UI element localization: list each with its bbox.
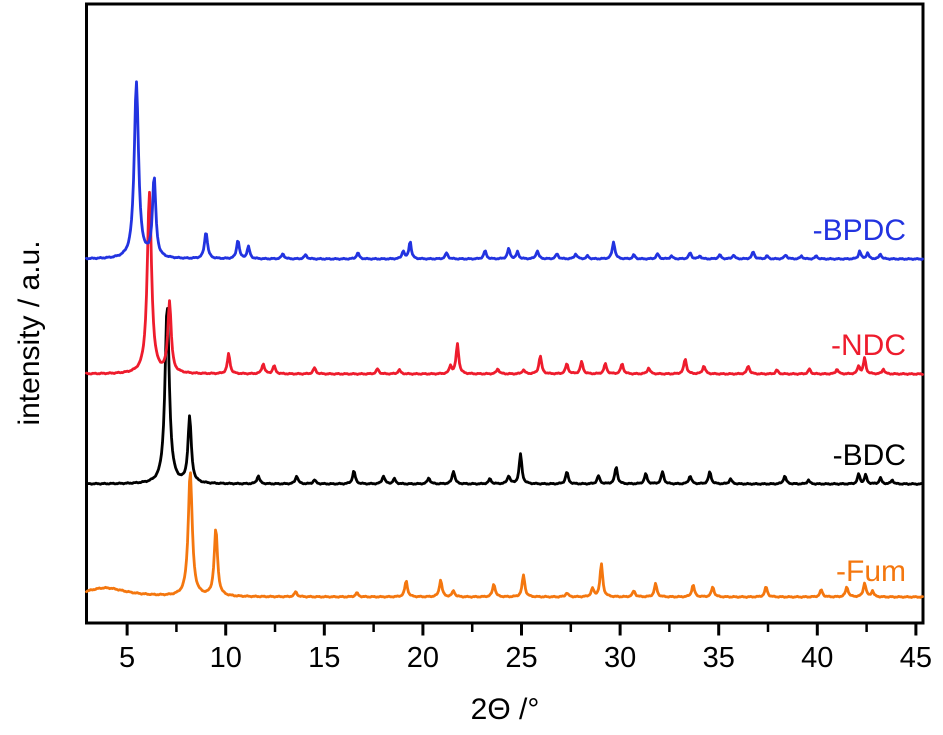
x-tick-label: 35 xyxy=(703,642,735,674)
x-tick-label: 40 xyxy=(801,642,833,674)
trace-ndc xyxy=(85,190,924,376)
x-tick-label: 45 xyxy=(900,642,932,674)
x-tick-label: 20 xyxy=(407,642,439,674)
trace-bpdc xyxy=(85,80,924,261)
trace-bdc xyxy=(85,307,924,486)
x-tick-label: 30 xyxy=(604,642,636,674)
series-label-fum: -Fum xyxy=(836,555,906,588)
trace-fum xyxy=(85,471,924,599)
plot-frame xyxy=(85,2,925,625)
x-tick-label: 25 xyxy=(505,642,537,674)
series-label-ndc: -NDC xyxy=(831,329,906,362)
x-axis-label: 2Θ /° xyxy=(470,693,540,726)
x-tick-label: 10 xyxy=(210,642,242,674)
x-tick-label: 15 xyxy=(308,642,340,674)
series-label-bdc: -BDC xyxy=(832,439,906,472)
y-axis-label: intensity / a.u. xyxy=(13,240,46,426)
series-label-bpdc: -BPDC xyxy=(812,214,906,247)
x-tick-label: 5 xyxy=(119,642,135,674)
